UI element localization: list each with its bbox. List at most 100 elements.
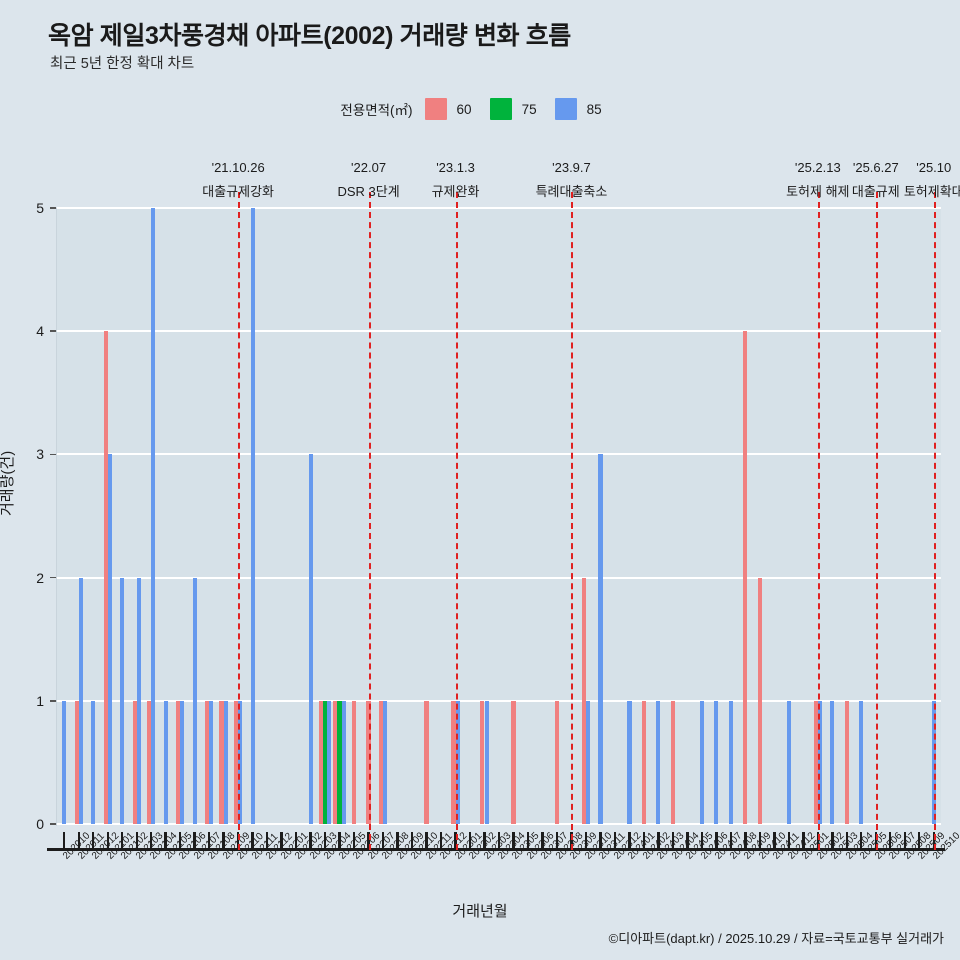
bar-202103-60[interactable] [132,700,137,824]
x-tick-mark-202407 [715,832,718,849]
event-line-202301 [455,192,458,850]
bar-202011-60[interactable] [74,700,79,824]
bar-202103-85[interactable] [136,577,141,824]
event-line-202502 [817,192,820,850]
gridline-0 [57,823,941,825]
bar-202404-60[interactable] [670,700,675,824]
legend-swatch-85 [554,98,577,120]
legend-item-75[interactable]: 75 [489,98,537,120]
event-line-202110 [238,192,241,850]
gridline-5 [57,207,941,209]
bar-202105-85[interactable] [163,700,168,824]
gridline-4 [57,330,941,333]
x-axis-line [47,848,945,851]
bar-202401-85[interactable] [627,700,632,824]
event-desc-202502: 토허제 해제 [786,184,850,199]
x-tick-mark-202212 [439,832,443,849]
bar-202308-60[interactable] [554,700,560,824]
bar-202504-60[interactable] [844,700,849,824]
y-tick-mark-4 [50,330,56,332]
legend-item-85[interactable]: 85 [554,98,602,120]
plot-area [57,207,941,825]
bar-202109-60[interactable] [219,700,224,824]
bar-202301-60[interactable] [451,700,456,824]
bar-202108-60[interactable] [204,700,210,824]
y-tick-mark-0 [50,823,56,825]
x-tick-mark-202011 [77,832,80,849]
x-tick-mark-202306 [526,832,530,849]
bar-202106-60[interactable] [175,700,181,824]
x-tick-mark-202509 [918,832,921,849]
bar-202410-60[interactable] [757,577,762,824]
bar-202301-85[interactable] [455,700,460,824]
bar-202208-85[interactable] [383,700,388,824]
x-tick-mark-202012 [92,832,95,849]
x-tick-mark-202108 [207,832,211,849]
bar-202402-60[interactable] [641,700,646,824]
x-tick-mark-202103 [135,832,138,849]
bar-202303-85[interactable] [484,700,489,824]
bar-202104-85[interactable] [151,208,156,824]
bar-202311-85[interactable] [598,454,603,824]
bar-202204-85[interactable] [327,700,332,824]
bar-202505-85[interactable] [859,700,864,824]
bar-202211-60[interactable] [424,700,429,824]
x-tick-mark-202202 [294,832,298,849]
gridline-1 [57,699,941,702]
bar-202101-60[interactable] [103,331,108,824]
event-desc-202207: DSR 3단계 [337,184,400,199]
bar-202205-60[interactable] [333,700,338,824]
bar-202205-85[interactable] [341,700,346,824]
bar-202011-85[interactable] [78,577,83,824]
x-tick-mark-202209 [396,832,399,849]
bar-202203-85[interactable] [308,454,313,824]
bar-202205-75[interactable] [337,700,342,824]
bar-202102-85[interactable] [120,577,125,824]
bar-202110-60[interactable] [233,700,239,824]
bar-202502-85[interactable] [817,700,822,824]
bar-202109-85[interactable] [223,700,228,824]
bar-202010-85[interactable] [62,700,67,824]
bar-202409-60[interactable] [743,331,748,824]
bar-202510-85[interactable] [931,700,936,824]
legend-item-60[interactable]: 60 [424,98,472,120]
bar-202110-85[interactable] [238,700,243,824]
bar-202108-85[interactable] [209,700,214,824]
bar-202204-60[interactable] [318,700,323,824]
bar-202412-85[interactable] [786,700,791,824]
x-tick-mark-202203 [309,832,312,849]
bar-202502-60[interactable] [813,700,818,824]
bar-202407-85[interactable] [714,700,719,824]
bar-202101-85[interactable] [107,454,112,824]
bar-202403-85[interactable] [656,700,661,824]
bar-202503-85[interactable] [830,700,835,824]
bar-202310-60[interactable] [581,577,586,824]
x-tick-mark-202402 [642,832,646,849]
event-line-202309 [571,192,574,850]
bar-202111-85[interactable] [250,208,255,824]
y-tick-label-1: 1 [36,692,44,709]
bar-202106-85[interactable] [180,700,185,824]
event-desc-202110: 대출규제강화 [202,184,275,199]
x-tick-mark-202109 [222,832,225,849]
legend: 전용면적(㎡) 60 75 85 [0,98,960,120]
bar-202408-85[interactable] [728,700,733,824]
bar-202204-75[interactable] [322,700,328,824]
bar-202107-85[interactable] [192,577,197,824]
bar-202303-60[interactable] [480,700,485,824]
legend-label-75: 75 [521,101,537,117]
bar-202305-60[interactable] [511,700,516,824]
bar-202406-85[interactable] [699,700,704,824]
x-tick-mark-202510 [932,832,935,849]
event-line-202510 [933,192,936,850]
x-tick-mark-202406 [700,832,704,849]
bar-202012-85[interactable] [91,700,96,824]
event-desc-202309: 특례대출축소 [535,184,608,199]
bar-202208-60[interactable] [378,700,384,824]
bar-202310-85[interactable] [585,700,591,824]
bar-202104-60[interactable] [146,700,152,824]
bar-202206-60[interactable] [351,700,357,824]
x-tick-mark-202309 [570,832,573,849]
gridline-2 [57,576,941,579]
